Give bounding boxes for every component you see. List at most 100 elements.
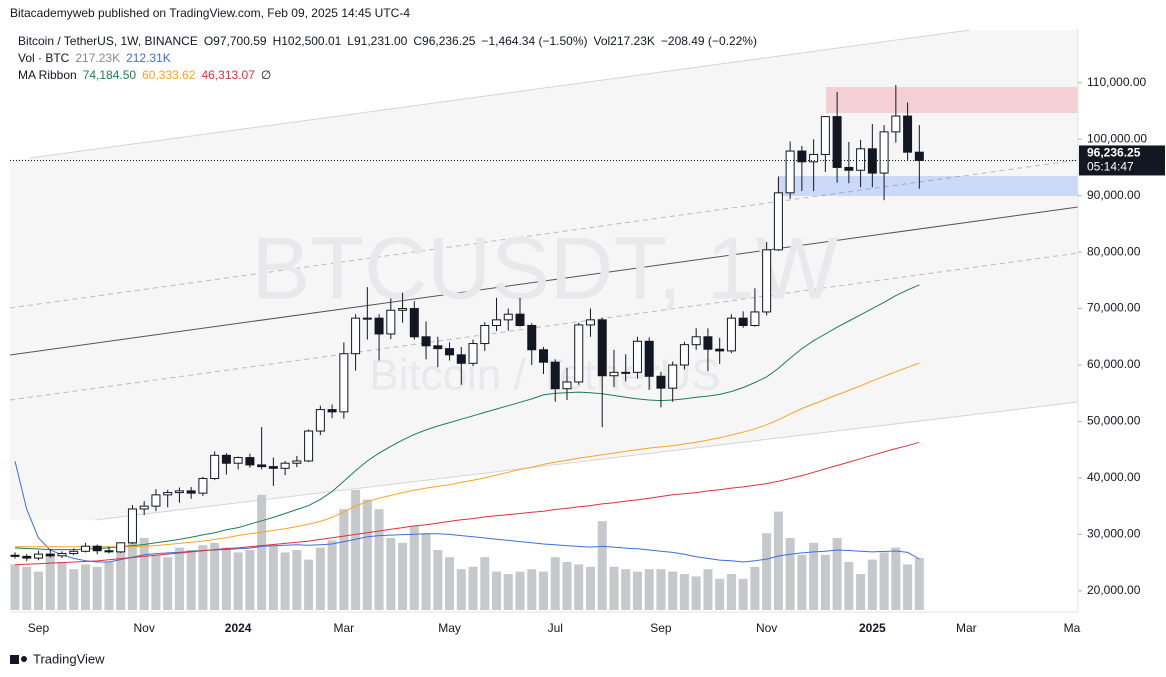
candle-body — [198, 477, 208, 494]
ohlc: L91,231.00 — [347, 34, 407, 48]
volume-bar — [292, 550, 302, 610]
candle-body — [621, 371, 631, 374]
candle-body — [233, 457, 243, 464]
candle-body — [433, 345, 443, 350]
volume-bar — [92, 566, 102, 610]
volume-bar — [445, 557, 455, 610]
volume-bar — [820, 554, 830, 610]
candle-body — [127, 508, 137, 544]
volume-bar — [797, 554, 807, 610]
volume-bar — [550, 557, 560, 610]
symbol-legend: Bitcoin / TetherUS, 1W, BINANCE O97,700.5… — [18, 34, 757, 48]
x-tick-label: Mar — [334, 621, 355, 635]
candle-body — [562, 381, 572, 390]
x-tick-label: Nov — [756, 621, 777, 635]
candle-body — [351, 317, 361, 355]
candle-body — [456, 354, 466, 364]
x-tick-label: 2024 — [225, 621, 252, 635]
volume-bar — [456, 569, 466, 610]
candle-body — [292, 460, 302, 464]
candle-body — [679, 344, 689, 366]
watermark: BTCUSDT, 1W — [252, 218, 839, 317]
ohlc: −1,464.34 (−1.50%) — [481, 34, 587, 48]
volume-bar — [492, 571, 502, 610]
y-tick-label: 60,000.00 — [1087, 357, 1141, 371]
volume-bar — [421, 533, 431, 610]
volume-bar — [10, 564, 20, 610]
candle-body — [174, 490, 184, 494]
candle-body — [268, 466, 278, 469]
volume-title: Vol · BTC — [18, 51, 70, 65]
volume: Vol217.23K — [594, 34, 655, 48]
volume-bar — [398, 542, 408, 610]
candle-body — [609, 371, 619, 377]
logo-mark — [10, 655, 19, 664]
candle-body — [57, 553, 67, 557]
price-label-box — [1079, 145, 1165, 176]
volume-bar — [139, 538, 149, 610]
drawings — [9, 29, 1079, 521]
candle-body — [221, 454, 231, 464]
candle-body — [762, 249, 772, 313]
volume-value: 217.23K — [75, 51, 120, 65]
volume-bar — [127, 528, 137, 610]
volume-bar — [221, 547, 231, 610]
candle-body — [844, 166, 854, 171]
candle-body — [163, 492, 173, 496]
candle-body — [668, 364, 678, 389]
volume-bar — [539, 571, 548, 610]
ma-legend: MA Ribbon 74,184.50 60,333.62 46,313.07 ∅ — [18, 68, 271, 82]
volume-bar — [480, 557, 490, 610]
candle-body — [468, 343, 478, 364]
volume-legend: Vol · BTC 217.23K 212.31K — [18, 51, 171, 65]
volume-bar — [33, 571, 43, 610]
volume-bar — [80, 564, 90, 610]
candle-body — [45, 553, 55, 557]
logo-mark — [21, 656, 27, 662]
volume-bar — [163, 557, 173, 610]
candle-body — [797, 150, 807, 163]
candle-body — [116, 542, 126, 553]
volume-bar — [679, 574, 689, 610]
x-tick-label: Sep — [650, 621, 672, 635]
volume-bar — [597, 521, 607, 610]
volume-bar — [151, 554, 161, 610]
x-tick-label: Ma — [1064, 621, 1081, 635]
candle-body — [738, 317, 748, 326]
candle-body — [69, 550, 79, 555]
ma-title: MA Ribbon — [18, 68, 77, 82]
candle-body — [327, 409, 337, 413]
volume-bar — [656, 569, 666, 610]
candle-body — [539, 349, 548, 363]
volume-bar — [69, 569, 79, 610]
volume-bar — [304, 559, 314, 610]
candle-body — [421, 336, 431, 347]
volume-bar — [351, 490, 361, 610]
candle-body — [245, 457, 255, 466]
candle-body — [280, 462, 290, 469]
candle-body — [139, 505, 149, 510]
volume-bar — [174, 547, 184, 610]
volume-bar — [609, 566, 619, 610]
y-tick-label: 110,000.00 — [1087, 75, 1146, 89]
ma-line — [14, 441, 920, 566]
volume-bar — [809, 542, 819, 610]
ma-line — [15, 362, 920, 548]
volume-bar — [104, 562, 114, 610]
volume-bar — [867, 559, 877, 610]
candle-body — [715, 348, 725, 352]
volume-bar — [574, 564, 584, 610]
y-tick-label: 90,000.00 — [1087, 188, 1141, 202]
volume-bar — [116, 550, 126, 610]
ma-line — [14, 284, 920, 551]
candle-body — [726, 317, 736, 352]
volume-bar — [715, 578, 725, 610]
volume-bar — [268, 545, 278, 610]
candle-body — [210, 454, 220, 479]
candle-body — [386, 309, 396, 335]
candle-body — [891, 115, 901, 133]
volume-bar — [362, 499, 372, 610]
candle-body — [339, 353, 349, 413]
y-tick-label: 40,000.00 — [1087, 470, 1141, 484]
x-tick-label: Sep — [28, 621, 50, 635]
